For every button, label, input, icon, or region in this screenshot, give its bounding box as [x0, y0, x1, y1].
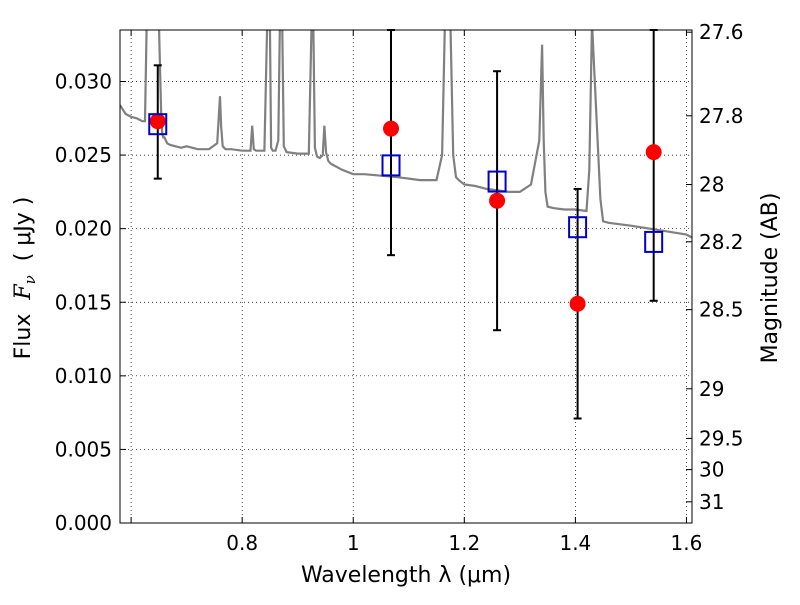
y-axis-title-units: ( μJy ): [11, 197, 36, 262]
spectrum-line: [120, 30, 692, 239]
y-tick-label: 0.020: [55, 217, 112, 241]
right-tick-label: 28: [699, 173, 724, 197]
axis-ticks: [120, 30, 692, 524]
x-tick-label: 1: [347, 531, 360, 555]
spectrum-layer: [120, 30, 692, 239]
right-tick-label: 27.6: [699, 20, 744, 44]
x-tick-label: 0.8: [226, 531, 258, 555]
right-tick-label: 28.2: [699, 230, 744, 254]
y-tick-label: 0.005: [55, 437, 112, 461]
data-point-square: [148, 113, 168, 136]
y-axis-title-subscript: ν: [21, 275, 39, 284]
data-point-circle: [489, 192, 506, 209]
x-tick-label: 1.6: [671, 531, 703, 555]
data-point-square: [568, 216, 588, 239]
y-tick-label: 0.030: [55, 70, 112, 94]
y-axis-title-word: Flux: [11, 314, 36, 360]
y-tick-label: 0.025: [55, 143, 112, 167]
right-tick-label: 29.5: [699, 426, 744, 450]
data-points-layer: [148, 29, 664, 420]
x-tick-label: 1.2: [448, 531, 480, 555]
y-axis-title-symbol: F: [11, 284, 36, 301]
x-tick-label: 1.4: [559, 531, 591, 555]
y-tick-label: 0.000: [55, 511, 112, 535]
right-tick-label: 31: [699, 490, 724, 514]
right-tick-label: 29: [699, 377, 724, 401]
data-point-circle: [569, 295, 586, 312]
right-tick-label: 27.8: [699, 104, 744, 128]
data-point-circle: [645, 144, 662, 161]
data-point-square: [644, 230, 664, 253]
y-tick-label: 0.010: [55, 364, 112, 388]
y-axis-title-right: Magnitude (AB): [758, 193, 783, 364]
tick-labels: 0.8 1 1.2 1.4 1.6 0.000 0.005 0.010 0.015 0.020 0.…: [55, 20, 744, 555]
svg-text:Magnitude (AB): Magnitude (AB): [758, 193, 783, 364]
y-tick-label: 0.015: [55, 290, 112, 314]
data-point-square: [487, 170, 507, 193]
y-axis-title-left: Flux Fν ( μJy ): [11, 197, 39, 360]
data-point-circle: [383, 120, 400, 137]
right-tick-label: 28.5: [699, 298, 744, 322]
data-point-circle: [149, 113, 166, 130]
data-point-square: [381, 154, 401, 177]
right-tick-label: 30: [699, 458, 724, 482]
x-axis-title: Wavelength λ (μm): [301, 563, 511, 588]
grid-lines: [120, 30, 692, 524]
plot-frame: [119, 29, 693, 524]
svg-text:FluxFν( μJy ): Flux Fν ( μJy ): [11, 197, 39, 360]
